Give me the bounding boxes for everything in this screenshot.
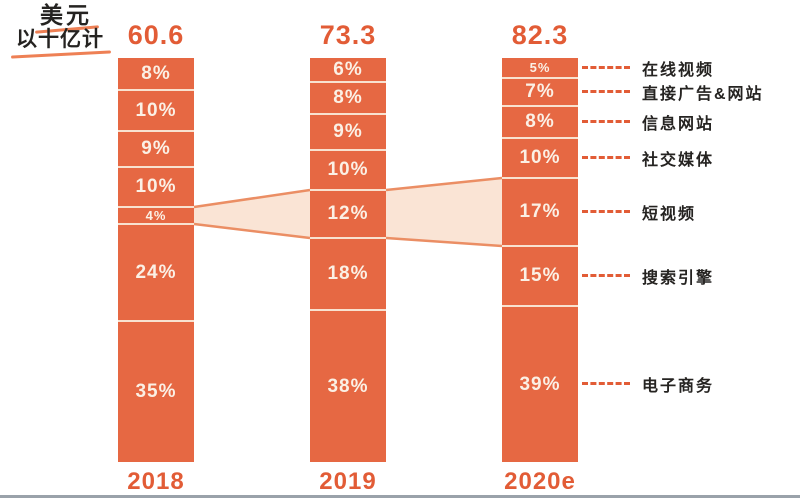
bar-segment-在线视频: 5% (502, 58, 578, 77)
category-label-直接广告&网站: 直接广告&网站 (642, 86, 764, 103)
flow-band-edge-bottom (193, 222, 311, 240)
unit-title-line1-text: 美元 (40, 2, 92, 28)
leader-dash-line (582, 382, 630, 385)
flow-band-edge-top (193, 188, 311, 209)
unit-title-line1: 美元 (34, 2, 100, 35)
stacked-bar-2019: 6% 8% 9% 10% 12% 18% 38% (310, 58, 386, 462)
leader-dash-line (582, 120, 630, 123)
bar-total-value: 60.6 (127, 20, 185, 50)
unit-title-line2-text: 以十亿计 (16, 28, 104, 52)
bar-segment-在线视频: 6% (310, 58, 386, 81)
flow-band-edge-top (385, 176, 503, 192)
bar-total-value: 73.3 (319, 20, 377, 50)
flow-band-fill (194, 190, 310, 238)
bar-segment-社交媒体: 10% (310, 151, 386, 189)
flow-band-fill (386, 178, 502, 246)
category-label-搜索引擎: 搜索引擎 (642, 270, 715, 287)
category-label-短视频: 短视频 (642, 206, 697, 223)
leader-dash-line (582, 66, 630, 69)
bar-segment-在线视频: 8% (118, 58, 194, 89)
bar-segment-电子商务: 38% (310, 311, 386, 462)
leader-dash-line (582, 90, 630, 93)
bar-segment-直接广告&网站: 8% (310, 83, 386, 113)
bar-segment-搜索引擎: 18% (310, 239, 386, 309)
category-label-电子商务: 电子商务 (642, 378, 715, 395)
bar-year-label: 2018 (127, 468, 185, 495)
category-label-在线视频: 在线视频 (642, 62, 715, 79)
stacked-bar-2018: 8% 10% 9% 10% 4% 24% 35% (118, 58, 194, 462)
bar-segment-信息网站: 9% (118, 132, 194, 166)
bar-segment-直接广告&网站: 10% (118, 91, 194, 130)
bar-segment-社交媒体: 10% (118, 168, 194, 206)
category-label-社交媒体: 社交媒体 (642, 152, 715, 169)
leader-dash-line (582, 274, 630, 277)
unit-title-line2: 以十亿计 (10, 28, 112, 59)
category-label-信息网站: 信息网站 (642, 116, 715, 133)
bar-segment-搜索引擎: 15% (502, 247, 578, 305)
unit-title: 美元 以十亿计 (10, 2, 112, 59)
leader-dash-line (582, 210, 630, 213)
bar-segment-社交媒体: 10% (502, 139, 578, 177)
bar-year-label: 2019 (319, 468, 377, 495)
bar-segment-电子商务: 39% (502, 307, 578, 462)
bar-segment-直接广告&网站: 7% (502, 79, 578, 105)
bar-year-label: 2020e (504, 468, 576, 495)
bar-total-value: 82.3 (511, 20, 569, 50)
flow-band-edge-bottom (385, 236, 503, 248)
bar-segment-短视频: 12% (310, 191, 386, 237)
bottom-divider-line (0, 495, 800, 498)
stacked-bar-2020e: 5% 7% 8% 10% 17% 15% 39% (502, 58, 578, 462)
bar-segment-短视频: 17% (502, 179, 578, 245)
bar-segment-信息网站: 8% (502, 107, 578, 137)
leader-dash-line (582, 156, 630, 159)
bar-segment-信息网站: 9% (310, 115, 386, 149)
bar-segment-搜索引擎: 24% (118, 225, 194, 320)
bar-segment-短视频: 4% (118, 208, 194, 223)
bar-segment-电子商务: 35% (118, 322, 194, 462)
